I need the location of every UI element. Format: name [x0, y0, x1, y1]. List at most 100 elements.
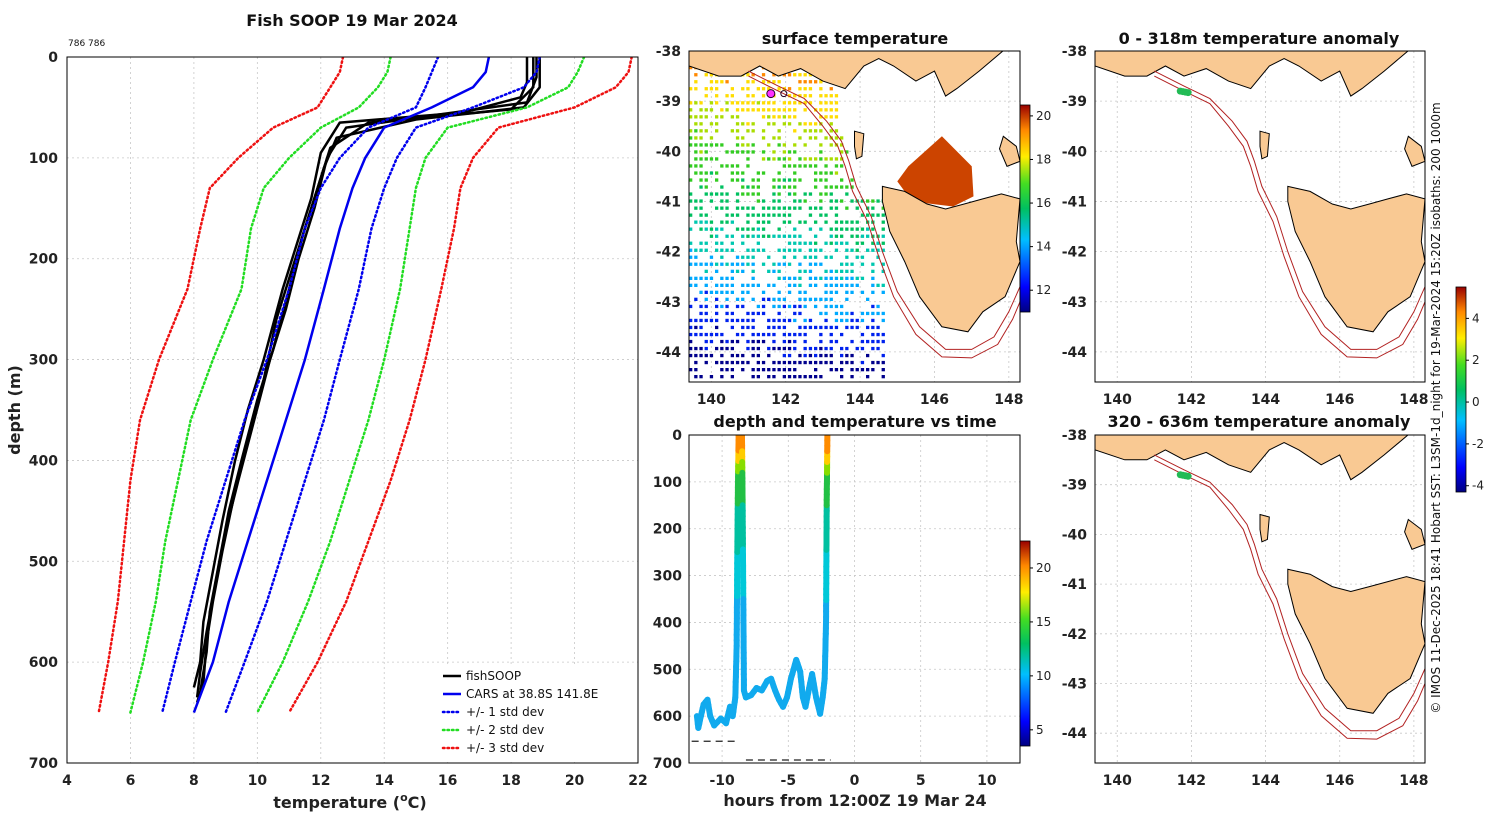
sst-cell [746, 255, 750, 259]
sst-cell [730, 276, 734, 280]
sst-cell [746, 318, 750, 323]
sst-cell [793, 241, 797, 245]
sst-cell [808, 213, 813, 217]
sst-cell [782, 304, 786, 309]
sst-cell [735, 101, 740, 105]
sst-panel: surface temperature 140 142 144 146 148 -38 -3… [656, 29, 1052, 408]
profile-series-fishsoop-cast-4 [198, 57, 535, 693]
sst-cell [761, 199, 766, 203]
sst-cell [772, 136, 776, 140]
anomaly-marker [1184, 89, 1192, 97]
sst-cell [694, 332, 698, 337]
sst-cell [814, 375, 818, 379]
sst-cell [704, 171, 708, 175]
sst-cell [871, 241, 875, 245]
sst-cell [725, 304, 729, 309]
depthtime-ytick-label: 600 [653, 709, 682, 725]
sst-cell [845, 220, 849, 224]
sst-cell [751, 73, 755, 77]
sst-cell [777, 192, 781, 196]
sst-cell [741, 185, 745, 189]
sst-cell [777, 199, 781, 203]
sst-cell [829, 199, 833, 203]
sst-cell [741, 206, 745, 210]
sst-cell [709, 157, 714, 161]
sst-cell [829, 171, 833, 175]
sst-cell [756, 220, 760, 224]
sst-cell [715, 206, 719, 210]
isobath-200m [748, 70, 1020, 350]
sst-cell [730, 171, 734, 175]
sst-cell [881, 332, 885, 337]
sst-cell [746, 262, 750, 266]
sst-cell [866, 213, 870, 217]
sst-cell [787, 192, 792, 196]
sst-cell [772, 325, 776, 330]
sst-cell [767, 206, 771, 210]
isobath-1000m [1154, 75, 1425, 359]
sst-cell [689, 368, 693, 372]
sst-cell [824, 171, 828, 175]
sst-cell [772, 185, 776, 189]
sst-cell [777, 311, 781, 316]
sst-cell [746, 192, 750, 196]
sst-cell [735, 332, 740, 337]
sst-cell [850, 269, 854, 273]
sst-cell [845, 318, 849, 323]
sst-cell [720, 164, 724, 168]
map-lon-label: 148 [1399, 773, 1428, 789]
sst-cell [871, 269, 875, 273]
sst-cell [777, 87, 781, 91]
sst-cell [761, 311, 766, 316]
sst-cell [845, 353, 849, 358]
profile-series--1-std-dev [224, 57, 541, 714]
sst-cell [850, 353, 854, 358]
sst-cell [829, 108, 833, 112]
sst-cell [850, 262, 854, 266]
sst-cell [756, 234, 760, 238]
sst-cell [725, 262, 729, 266]
sst-cell [746, 234, 750, 238]
sst-cell [793, 150, 797, 154]
sst-title: surface temperature [762, 29, 949, 48]
sst-colorbar-label: 16 [1036, 196, 1051, 210]
sst-cell [767, 269, 771, 273]
sst-cell [814, 136, 818, 140]
legend-label: fishSOOP [466, 669, 521, 683]
sst-cell [793, 206, 797, 210]
sst-cell [751, 346, 755, 351]
sst-cell [741, 101, 745, 105]
sst-cell [850, 220, 854, 224]
sst-cell [751, 94, 755, 98]
profile-series--3-std-dev [97, 57, 345, 714]
map-lat-label: -40 [656, 144, 682, 160]
sst-cell [725, 192, 729, 196]
sst-cell [699, 262, 703, 266]
sst-cell [876, 360, 880, 365]
sst-cell [704, 220, 708, 224]
sst-cell [876, 346, 880, 351]
sst-cell [735, 115, 740, 119]
sst-cell [871, 339, 875, 344]
sst-cell [709, 318, 714, 323]
sst-cell [876, 325, 880, 330]
sst-cell [704, 332, 708, 337]
sst-cell [715, 94, 719, 98]
sst-cell [730, 290, 734, 294]
sst-cell [819, 178, 823, 182]
sst-cell [694, 157, 698, 161]
sst-cell [694, 248, 698, 252]
sst-cell [845, 255, 849, 259]
sst-cell [761, 248, 766, 252]
sst-cell [829, 269, 833, 273]
sst-cell [834, 290, 839, 294]
isobath-1000m [748, 75, 1020, 359]
sst-cell [725, 150, 729, 154]
sst-cell [751, 178, 755, 182]
sst-cell [819, 171, 823, 175]
sst-cell [756, 311, 760, 316]
anom1-panel: 0 - 318m temperature anomaly 140 142 144 14… [1062, 29, 1429, 408]
sst-cell [704, 150, 708, 154]
sst-cell [689, 304, 693, 309]
